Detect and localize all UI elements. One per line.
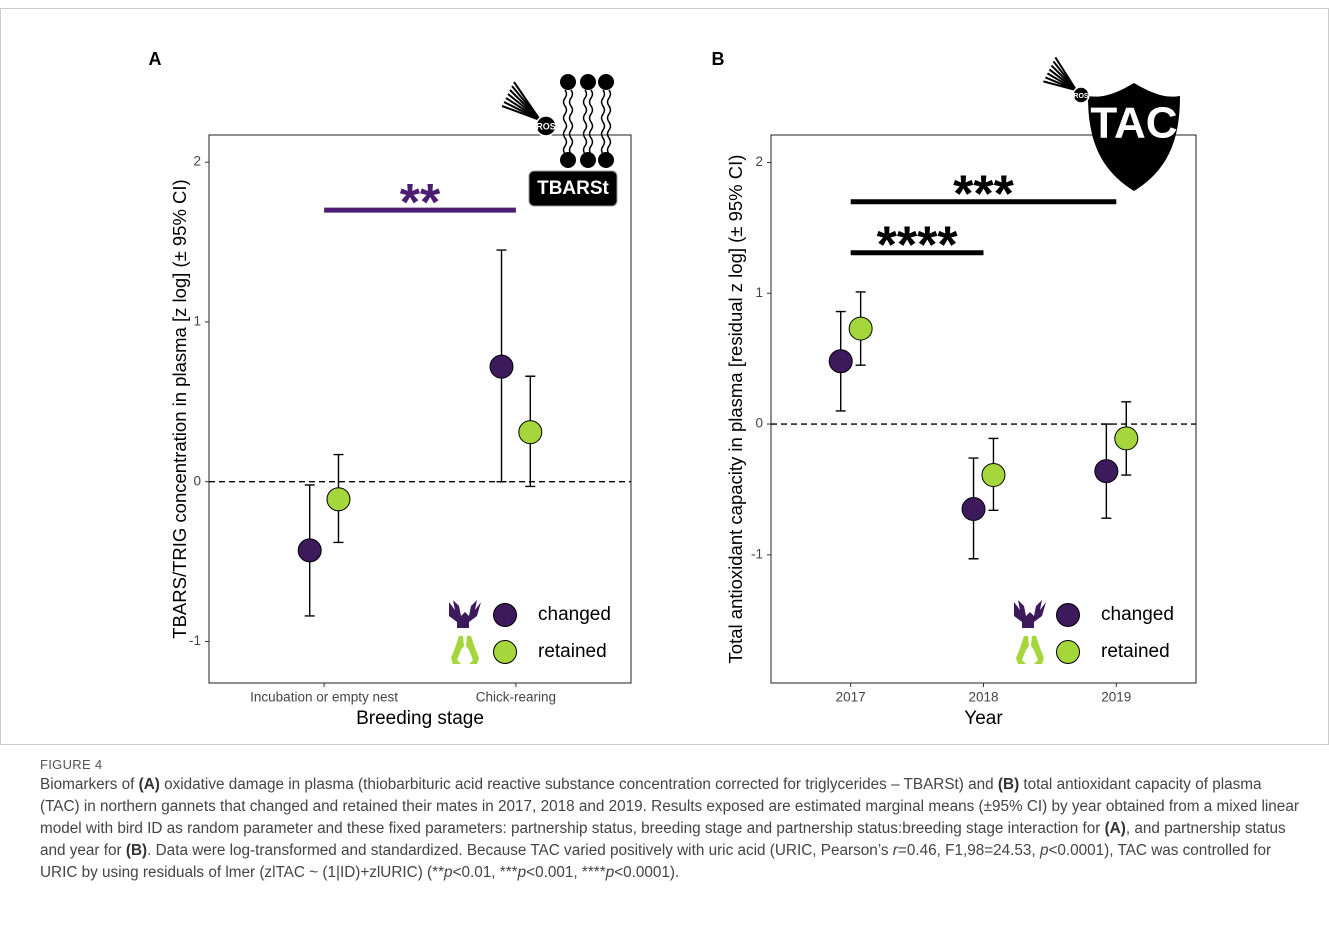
legend-marker bbox=[494, 604, 517, 627]
legend-marker bbox=[494, 641, 517, 664]
lipid-tail bbox=[570, 90, 573, 154]
point bbox=[519, 421, 542, 444]
caption-text: Biomarkers of bbox=[40, 776, 139, 793]
caption-text: <0.001, **** bbox=[526, 864, 606, 881]
lipid-tail bbox=[584, 90, 587, 154]
point bbox=[962, 498, 985, 521]
x-tick-label: Chick-rearing bbox=[476, 690, 556, 705]
y-tick-label: 0 bbox=[755, 416, 763, 431]
y-tick-label: 1 bbox=[755, 285, 763, 300]
caption-text: p bbox=[444, 864, 453, 881]
point bbox=[298, 539, 321, 562]
caption-text: p bbox=[606, 864, 615, 881]
lipid-head bbox=[580, 74, 596, 90]
page: {"chart_data": [ {"type": "dotplot", "pa… bbox=[0, 0, 1329, 938]
caption-text: (B) bbox=[998, 776, 1019, 793]
point bbox=[1115, 427, 1138, 450]
legend-marker bbox=[1057, 604, 1080, 627]
lipid-tail bbox=[564, 90, 567, 154]
lipid-tail bbox=[590, 90, 593, 154]
caption-text: <0.01, *** bbox=[453, 864, 518, 881]
caption-text: p bbox=[518, 864, 527, 881]
lipid-head bbox=[580, 152, 596, 168]
significance-stars: *** bbox=[953, 165, 1014, 223]
panel-label: A bbox=[149, 49, 162, 69]
legend-icon bbox=[449, 600, 481, 628]
legend-label: changed bbox=[1101, 604, 1174, 625]
caption-text: . Data were log-transformed and standard… bbox=[147, 842, 893, 859]
caption-text: (B) bbox=[126, 842, 147, 859]
significance-stars: ** bbox=[400, 174, 441, 232]
point bbox=[1095, 460, 1118, 483]
lipid-tail bbox=[602, 90, 605, 154]
lipid-head bbox=[598, 74, 614, 90]
point bbox=[327, 488, 350, 511]
panel-label: B bbox=[712, 49, 725, 69]
x-axis-title: Year bbox=[964, 708, 1003, 729]
lipid-head bbox=[560, 152, 576, 168]
y-tick-label: 2 bbox=[193, 154, 201, 169]
caption-text: oxidative damage in plasma (thiobarbitur… bbox=[160, 776, 998, 793]
y-tick-label: -1 bbox=[189, 633, 201, 648]
legend-icon bbox=[451, 636, 479, 664]
figure: A TBARS/TRIG concentration in plasma [z l… bbox=[0, 0, 1329, 750]
figure-label: FIGURE 4 bbox=[40, 757, 102, 772]
legend-label: changed bbox=[538, 604, 611, 625]
legend-icon bbox=[1016, 636, 1044, 664]
point bbox=[849, 317, 872, 340]
badge-label: TAC bbox=[1090, 99, 1177, 148]
legend-label: retained bbox=[1101, 641, 1170, 662]
legend-marker bbox=[1057, 641, 1080, 664]
significance-stars: **** bbox=[877, 216, 959, 274]
point bbox=[982, 464, 1005, 487]
lipid-head bbox=[598, 152, 614, 168]
legend-label: retained bbox=[538, 641, 607, 662]
y-tick-label: 1 bbox=[193, 313, 201, 328]
caption-text: <0.0001). bbox=[614, 864, 679, 881]
point bbox=[829, 350, 852, 373]
y-axis-title: TBARS/TRIG concentration in plasma [z lo… bbox=[169, 179, 190, 638]
y-tick-label: 2 bbox=[755, 154, 763, 169]
y-axis-title: Total antioxidant capacity in plasma [re… bbox=[725, 155, 746, 664]
ros-label: ROS bbox=[536, 121, 556, 131]
caption-text: (A) bbox=[1105, 820, 1126, 837]
x-tick-label: 2017 bbox=[836, 690, 866, 705]
y-tick-label: 0 bbox=[193, 473, 201, 488]
x-tick-label: Incubation or empty nest bbox=[250, 690, 398, 705]
lipid-head bbox=[560, 74, 576, 90]
lipid-tail bbox=[608, 90, 611, 154]
y-tick-label: -1 bbox=[751, 546, 763, 561]
x-tick-label: 2019 bbox=[1101, 690, 1131, 705]
x-tick-label: 2018 bbox=[968, 690, 998, 705]
caption: Biomarkers of (A) oxidative damage in pl… bbox=[40, 774, 1302, 884]
x-axis-title: Breeding stage bbox=[356, 708, 484, 729]
legend-icon bbox=[1014, 600, 1046, 628]
caption-text: (A) bbox=[139, 776, 160, 793]
ros-label: ROS bbox=[1073, 93, 1089, 100]
caption-text: =0.46, F1,98=24.53, bbox=[898, 842, 1040, 859]
badge-label: TBARSt bbox=[537, 178, 609, 199]
point bbox=[490, 355, 513, 378]
